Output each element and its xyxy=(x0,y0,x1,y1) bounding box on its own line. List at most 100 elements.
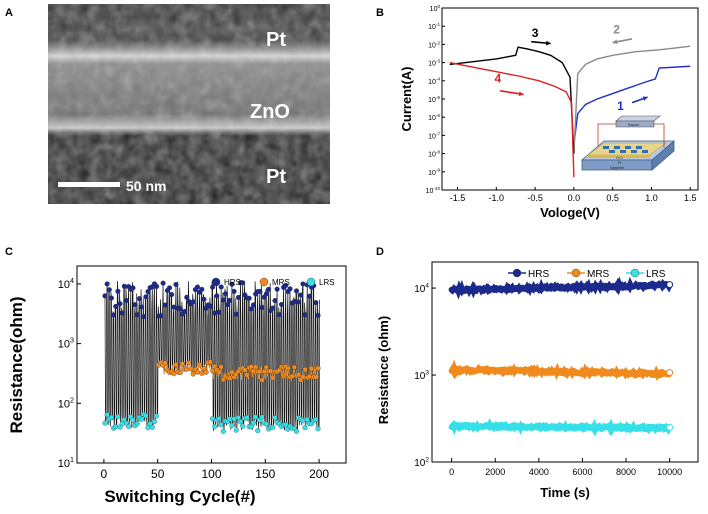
tem-scale-bar-label: 50 nm xyxy=(126,178,166,194)
panel-c-y-tick-label: 101 xyxy=(58,456,74,470)
panel-b-y-tick-label: 100 xyxy=(430,4,441,13)
panel-c-point-LRS xyxy=(134,421,140,427)
panel-c-point-HRS xyxy=(121,283,127,289)
panel-d-series-MRS xyxy=(448,359,674,381)
panel-c-series-MRS xyxy=(156,359,321,383)
panel-c-point-HRS xyxy=(132,302,138,308)
panel-c-point-HRS xyxy=(229,281,235,287)
panel-c-point-HRS xyxy=(259,304,265,311)
panel-c-x-tick-label: 150 xyxy=(255,467,275,481)
panel-c-point-LRS xyxy=(229,422,235,428)
panel-c-point-LRS xyxy=(143,413,149,419)
panel-c-point-MRS xyxy=(179,361,185,367)
panel-c-switching-trace xyxy=(104,281,320,432)
panel-c-point-HRS xyxy=(315,312,321,318)
panel-c-point-HRS xyxy=(257,288,263,294)
panel-c-point-LRS xyxy=(300,418,306,424)
panel-d-x-tick-label: 2000 xyxy=(485,467,505,477)
panel-c-x-tick-label: 50 xyxy=(151,467,165,481)
panel-c-point-MRS xyxy=(313,374,319,380)
panel-b-series-arrowhead-1 xyxy=(642,96,648,101)
panel-c-point-MRS xyxy=(300,374,306,380)
panel-b-series-label-2: 2 xyxy=(613,22,620,36)
panel-b-line-series-1 xyxy=(573,65,691,145)
panel-d-endpoint-LRS xyxy=(666,423,674,431)
panel-c-point-MRS xyxy=(257,368,263,375)
panel-c-point-HRS xyxy=(276,312,282,318)
panel-c-point-LRS xyxy=(151,419,158,425)
panel-c-point-HRS xyxy=(158,313,164,319)
panel-c-point-LRS xyxy=(240,423,246,429)
panel-c-point-HRS xyxy=(113,303,119,309)
panel-c-point-HRS xyxy=(240,280,246,286)
panel-c-point-MRS xyxy=(309,365,315,372)
panel-c-point-HRS xyxy=(278,301,284,308)
panel-b-y-tick-label: 10-4 xyxy=(428,77,440,86)
panel-d-legend-marker-MRS xyxy=(571,268,581,278)
tem-layer-label-top: Pt xyxy=(266,29,286,51)
panel-b-line-series-3 xyxy=(449,46,575,154)
panel-c-point-MRS xyxy=(291,364,297,370)
panel-c-point-HRS xyxy=(141,314,147,320)
panel-b-y-tick-label: 10-1 xyxy=(428,22,440,31)
panel-c-point-MRS xyxy=(289,373,295,379)
panel-d-x-tick-label: 4000 xyxy=(529,467,549,477)
panel-d-x-tick-label: 0 xyxy=(449,467,454,477)
panel-c-point-HRS xyxy=(123,298,130,304)
panel-c-point-MRS xyxy=(188,366,194,372)
panel-c-legend: HRS MRS LRS xyxy=(211,277,335,287)
panel-c-point-MRS xyxy=(177,370,183,376)
panel-c-point-LRS xyxy=(130,417,136,423)
panel-c-y-tick-label: 103 xyxy=(58,337,74,351)
panel-c-legend-marker-HRS xyxy=(211,277,221,287)
inset-label-sapphire: Sapphire xyxy=(610,166,624,170)
panel-c-point-LRS xyxy=(108,414,114,420)
panel-c-point-HRS xyxy=(117,301,123,307)
panel-d-band-HRS xyxy=(448,276,673,300)
panel-b-line-series-2 xyxy=(573,45,691,154)
panel-b-y-tick-label: 10-9 xyxy=(428,168,440,177)
panel-c-point-LRS xyxy=(253,414,259,420)
panel-c-point-LRS xyxy=(210,416,216,422)
panel-c-point-HRS xyxy=(102,293,108,299)
panel-c-point-HRS xyxy=(212,310,218,316)
panel-d-endpoint-MRS xyxy=(666,369,674,377)
panel-c-point-HRS xyxy=(134,312,140,318)
panel-c-legend-label-LRS: LRS xyxy=(319,278,335,287)
panel-c-point-HRS xyxy=(263,291,269,297)
panel-c-point-LRS xyxy=(313,417,319,423)
panel-d-legend: HRS MRS LRS xyxy=(508,268,666,280)
panel-c-point-HRS xyxy=(298,292,304,298)
inset-label-zno: ZnO xyxy=(616,156,623,160)
panel-c-point-LRS xyxy=(227,416,233,422)
panel-c-point-LRS xyxy=(139,416,145,422)
panel-c-point-MRS xyxy=(216,369,222,375)
panel-b-series-arrowhead-4 xyxy=(518,91,524,97)
panel-c-point-MRS xyxy=(306,374,312,380)
panel-d-retention-chart: 0 2000 4000 6000 8000 10000 102 103 104 HRS MRS L… xyxy=(376,261,699,500)
panel-c-point-MRS xyxy=(186,360,192,366)
panel-b-series-arrowhead-2 xyxy=(612,39,618,45)
panel-d-legend-marker-HRS xyxy=(512,268,522,278)
panel-b-series-label-1: 1 xyxy=(617,99,624,113)
panel-c-point-HRS xyxy=(300,281,306,287)
panel-c-point-HRS xyxy=(231,288,237,294)
panel-c-point-HRS xyxy=(210,284,216,290)
panel-d-band-MRS xyxy=(448,359,673,381)
panel-c-point-MRS xyxy=(229,369,235,375)
panel-d-x-ticks: 0 2000 4000 6000 8000 10000 xyxy=(449,458,682,477)
panel-d-y-ticks: 102 103 104 xyxy=(414,283,436,469)
panel-c-point-MRS xyxy=(263,364,269,370)
panel-c-point-LRS xyxy=(270,424,276,430)
tem-scale-bar xyxy=(58,182,120,187)
panel-c-point-HRS xyxy=(302,312,308,318)
panel-c-point-HRS xyxy=(115,288,121,294)
panel-c-point-LRS xyxy=(104,412,110,418)
panel-d-band-LRS xyxy=(448,417,673,437)
panel-c-point-HRS xyxy=(218,284,224,290)
panel-c-point-HRS xyxy=(143,294,149,300)
panel-c-point-LRS xyxy=(235,415,241,421)
panel-c-point-HRS xyxy=(220,297,226,303)
panel-c-point-MRS xyxy=(184,366,190,372)
panel-c-point-HRS xyxy=(248,306,254,312)
